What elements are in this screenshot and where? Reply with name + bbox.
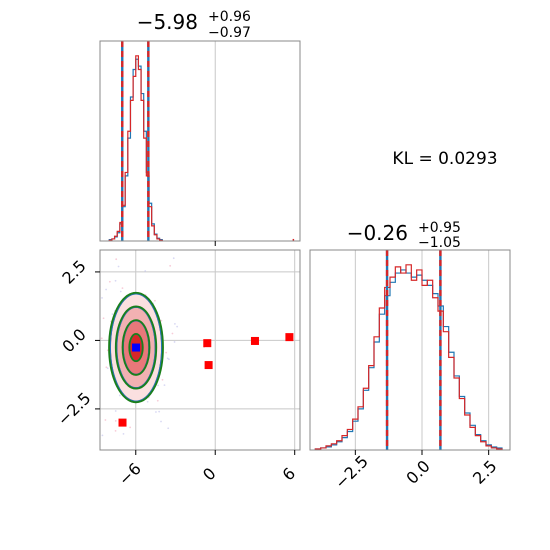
- joint-scatter-point: [172, 257, 175, 260]
- p2-hist-red: [314, 264, 503, 450]
- param1-title-sub: −0.97: [208, 25, 251, 41]
- joint-scatter-point: [105, 366, 108, 369]
- p1-hist-red: [108, 55, 163, 241]
- param1-quantile-lines: [121, 41, 150, 241]
- joint-scatter-point: [167, 427, 170, 430]
- param2-quantile-lines: [385, 250, 442, 450]
- joint-scatter-point: [156, 399, 159, 402]
- joint-scatter-point: [146, 400, 149, 403]
- joint-xtick-label-0: −6: [115, 459, 145, 489]
- joint-red-marker-2: [250, 336, 259, 345]
- joint-ytick-label-1: 0.0: [58, 325, 89, 356]
- kl-label: KL = 0.0293: [392, 149, 497, 169]
- joint-scatter-point: [100, 337, 103, 340]
- joint-scatter-point: [118, 394, 121, 397]
- joint-grid: [100, 250, 300, 450]
- joint-ticks: −6 0 6 −2.5 0.0 2.5: [54, 256, 299, 489]
- joint-ytick-label-0: −2.5: [54, 389, 95, 430]
- joint-scatter-point: [95, 342, 97, 344]
- param2-title-sub: −1.05: [418, 235, 461, 251]
- p2-xtick-label-0: −2.5: [331, 452, 372, 493]
- joint-scatter-point: [93, 319, 95, 321]
- param2-hist-ticks: −2.5 0.0 2.5: [331, 450, 500, 493]
- p2-xtick-label-1: 0.0: [402, 456, 433, 487]
- joint-scatter-point: [161, 378, 164, 381]
- joint-scatter-point: [104, 419, 107, 421]
- joint-scatter-point: [105, 288, 107, 291]
- joint-scatter-point: [117, 265, 120, 268]
- joint-red-marker-0: [203, 339, 212, 348]
- joint-panel: −6 0 6 −2.5 0.0 2.5: [49, 230, 301, 525]
- joint-scatter-point: [102, 317, 105, 320]
- joint-xtick-label-2: 6: [278, 464, 299, 485]
- joint-scatter-point: [101, 297, 103, 299]
- joint-markers: [118, 333, 294, 427]
- joint-scatter-point: [174, 322, 176, 325]
- p2-xtick-label-2: 2.5: [469, 456, 500, 487]
- joint-scatter-point: [160, 420, 162, 423]
- joint-scatter-point: [155, 411, 157, 413]
- joint-scatter-point: [92, 368, 94, 370]
- joint-scatter-point: [167, 230, 169, 232]
- joint-line-contours: [108, 291, 164, 404]
- joint-scatter-point: [160, 319, 163, 322]
- joint-scatter-point: [119, 290, 122, 293]
- joint-line-contour-green-1: [121, 319, 151, 376]
- param1-title-sup: +0.96: [208, 9, 251, 25]
- joint-scatter-point: [176, 325, 179, 328]
- joint-scatter-point: [173, 341, 176, 343]
- joint-scatter-point: [111, 313, 114, 316]
- joint-scatter-point: [163, 384, 166, 387]
- joint-scatter-point: [108, 280, 111, 283]
- param2-title: −0.26: [347, 221, 408, 245]
- joint-line-contour-green-3: [108, 291, 164, 404]
- joint-line-contour-green-2: [114, 305, 158, 390]
- param2-title-sup: +0.95: [418, 220, 461, 236]
- joint-red-marker-3: [285, 333, 294, 342]
- joint-scatter-point: [129, 426, 132, 429]
- joint-scatter-point: [85, 358, 87, 360]
- joint-scatter-point: [92, 338, 94, 340]
- param1-title: −5.98: [137, 10, 198, 34]
- joint-scatter-point: [154, 299, 156, 302]
- joint-scatter-point: [128, 454, 130, 456]
- joint-scatter-point: [165, 351, 168, 354]
- p1-hist-blue: [108, 58, 163, 241]
- joint-line-contour-green-0: [128, 332, 144, 363]
- joint-scatter-point: [171, 332, 174, 335]
- joint-scatter-point: [121, 287, 124, 290]
- joint-xtick-label-1: 0: [199, 464, 220, 485]
- param2-hist-frame: [309, 249, 511, 451]
- joint-scatter-point: [169, 264, 172, 267]
- joint-line-contour-blue-3: [109, 293, 163, 402]
- joint-scatter-point: [129, 523, 131, 525]
- joint-scatter-point: [106, 367, 109, 370]
- param1-hist-panel: −5.98 +0.96 −0.97: [99, 9, 301, 246]
- param1-hist-frame: [99, 40, 301, 242]
- joint-scatter-point: [114, 279, 117, 282]
- param2-hist-panel: −2.5 0.0 2.5 −0.26 +0.95 −1.05: [309, 220, 511, 493]
- joint-scatter-point: [101, 434, 104, 437]
- joint-red-marker-1: [204, 361, 213, 370]
- joint-blue-marker: [132, 343, 141, 352]
- joint-frame: [99, 249, 301, 451]
- joint-scatter-point: [144, 270, 147, 272]
- joint-ytick-label-2: 2.5: [58, 256, 89, 287]
- joint-scatter-point: [157, 384, 159, 387]
- joint-scatter-point: [158, 410, 161, 413]
- p2-hist-blue: [314, 269, 503, 450]
- param2-hist-series: [314, 264, 503, 450]
- joint-scatter-point: [49, 296, 51, 298]
- joint-scatter-point: [114, 429, 117, 432]
- joint-scatter-point: [114, 420, 117, 422]
- joint-scatter-point: [166, 357, 169, 360]
- joint-scatter-point: [168, 358, 170, 361]
- joint-scatter-point: [122, 432, 125, 435]
- joint-scatter-point: [115, 258, 118, 261]
- param1-hist-series: [108, 55, 295, 241]
- joint-red-marker-4: [118, 418, 127, 427]
- joint-scatter-point: [114, 410, 117, 412]
